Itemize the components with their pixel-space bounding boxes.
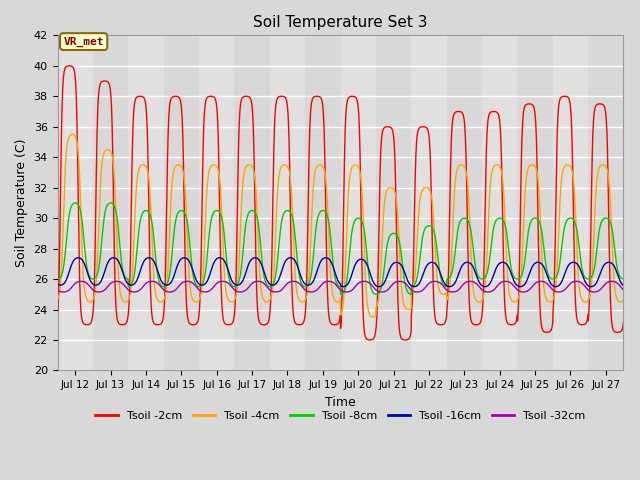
Bar xyxy=(270,36,305,371)
X-axis label: Time: Time xyxy=(325,396,356,408)
Bar xyxy=(553,36,588,371)
Bar xyxy=(340,36,376,371)
Y-axis label: Soil Temperature (C): Soil Temperature (C) xyxy=(15,139,28,267)
Bar xyxy=(199,36,234,371)
Legend: Tsoil -2cm, Tsoil -4cm, Tsoil -8cm, Tsoil -16cm, Tsoil -32cm: Tsoil -2cm, Tsoil -4cm, Tsoil -8cm, Tsoi… xyxy=(91,406,590,425)
Bar xyxy=(412,36,447,371)
Bar xyxy=(58,36,93,371)
Title: Soil Temperature Set 3: Soil Temperature Set 3 xyxy=(253,15,428,30)
Text: VR_met: VR_met xyxy=(63,36,104,47)
Bar xyxy=(128,36,164,371)
Bar xyxy=(482,36,517,371)
